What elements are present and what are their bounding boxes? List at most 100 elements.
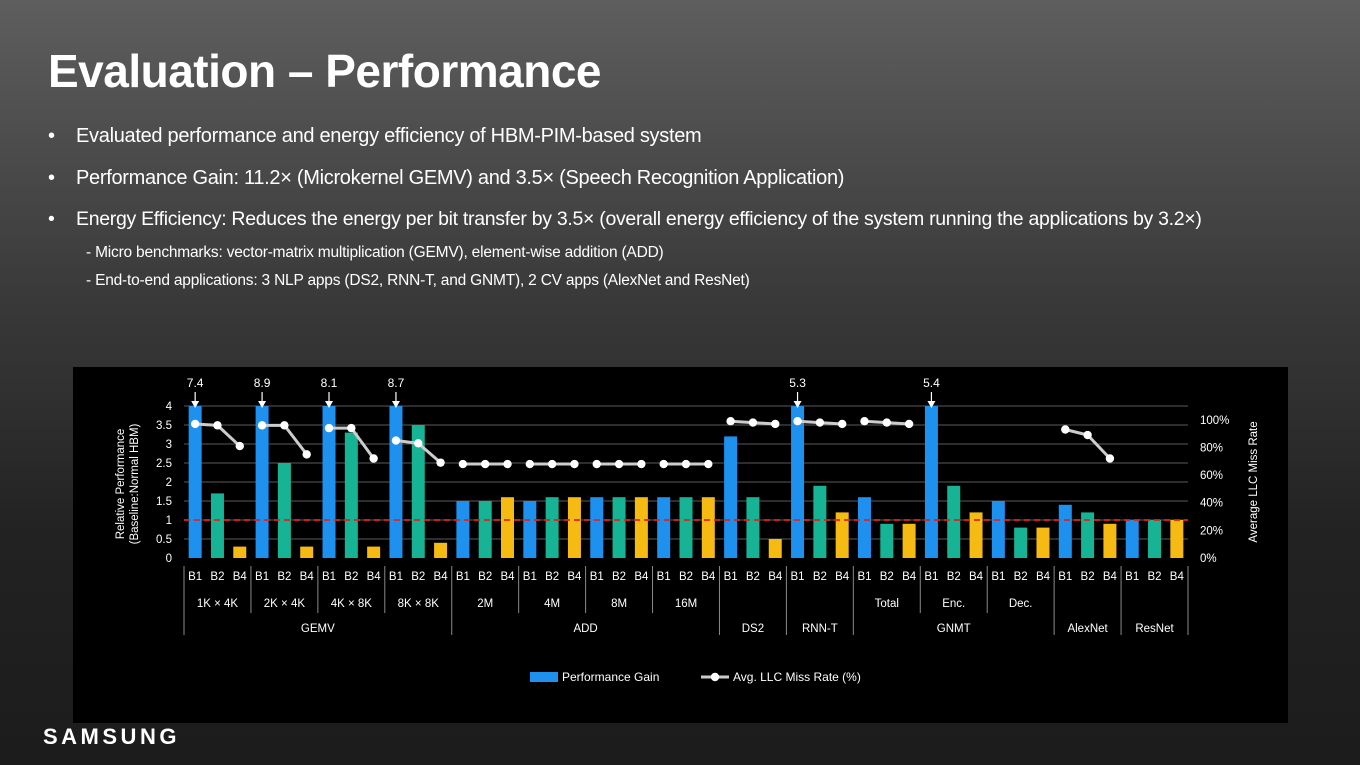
y-tick-label: 0.5 bbox=[156, 534, 172, 546]
bar-b1 bbox=[924, 406, 938, 558]
x-tick-label: B1 bbox=[791, 571, 805, 583]
x-category-group-label: GNMT bbox=[937, 623, 971, 635]
miss-rate-point bbox=[280, 421, 289, 430]
bar-b1 bbox=[857, 497, 871, 558]
y-tick-label: 3 bbox=[166, 439, 172, 451]
miss-rate-point bbox=[771, 419, 780, 429]
x-category-group-label: GEMV bbox=[301, 623, 335, 635]
x-tick-label: B4 bbox=[701, 571, 716, 583]
sub-bullet-2: - End-to-end applications: 3 NLP apps (D… bbox=[86, 272, 750, 289]
x-tick-label: B4 bbox=[835, 571, 850, 583]
x-group-label: 8M bbox=[611, 598, 627, 610]
bar-b2 bbox=[1081, 512, 1095, 558]
bar-b4 bbox=[969, 512, 983, 558]
x-group-label: 1K × 4K bbox=[197, 598, 239, 610]
x-tick-label: B2 bbox=[210, 571, 224, 583]
x-tick-label: B4 bbox=[1103, 571, 1118, 583]
bullet-2: • Performance Gain: 11.2× (Microkernel GE… bbox=[48, 167, 844, 190]
x-tick-label: B4 bbox=[567, 571, 582, 583]
miss-rate-point bbox=[815, 418, 825, 427]
miss-rate-point bbox=[614, 459, 624, 469]
x-tick-label: B2 bbox=[813, 571, 827, 583]
bar-b1 bbox=[791, 406, 805, 558]
miss-rate-point bbox=[436, 458, 445, 467]
bar-b2 bbox=[210, 493, 224, 558]
y2-tick-label: 100% bbox=[1200, 415, 1229, 427]
x-category-group-label: RNN-T bbox=[802, 623, 838, 635]
y-tick-label: 2 bbox=[166, 477, 172, 489]
bar-b4 bbox=[233, 546, 247, 558]
performance-chart: 00.511.522.533.540%20%40%60%80%100%Relat… bbox=[115, 376, 1260, 684]
miss-rate-point bbox=[414, 439, 423, 448]
x-tick-label: B2 bbox=[679, 571, 693, 583]
x-tick-label: B1 bbox=[991, 571, 1005, 583]
miss-rate-point bbox=[1061, 425, 1070, 434]
bar-b4 bbox=[1036, 527, 1050, 558]
x-tick-label: B2 bbox=[545, 571, 559, 583]
miss-rate-point bbox=[235, 441, 244, 451]
x-tick-label: B1 bbox=[590, 571, 604, 583]
overflow-value-label: 7.4 bbox=[187, 376, 204, 390]
miss-rate-point bbox=[1083, 430, 1092, 440]
miss-rate-point bbox=[213, 421, 222, 430]
bar-b2 bbox=[679, 497, 693, 558]
miss-rate-point bbox=[1105, 454, 1115, 463]
x-group-label: Enc. bbox=[942, 598, 965, 610]
bar-b2 bbox=[880, 523, 894, 558]
y-axis-label: Relative Performance (Baseline:Normal HBM… bbox=[115, 423, 141, 544]
x-tick-label: B1 bbox=[724, 571, 738, 583]
miss-rate-point bbox=[659, 459, 668, 469]
x-tick-label: B1 bbox=[389, 571, 403, 583]
x-tick-label: B4 bbox=[500, 571, 515, 583]
bar-b2 bbox=[1148, 520, 1162, 558]
miss-rate-point bbox=[704, 459, 713, 469]
overflow-arrow-head bbox=[793, 401, 802, 408]
bullet-1: • Evaluated performance and energy effici… bbox=[48, 125, 702, 148]
x-tick-label: B1 bbox=[1125, 571, 1139, 583]
bullet-3: • Energy Efficiency: Reduces the energy p… bbox=[48, 208, 1202, 231]
x-tick-label: B1 bbox=[1058, 571, 1072, 583]
legend-bar-swatch bbox=[530, 672, 558, 682]
x-tick-label: B1 bbox=[523, 571, 537, 583]
x-tick-label: B4 bbox=[367, 571, 382, 583]
bar-b1 bbox=[389, 406, 403, 558]
miss-rate-point bbox=[860, 417, 869, 426]
overflow-value-label: 8.1 bbox=[321, 376, 338, 390]
bar-b4 bbox=[1103, 523, 1117, 558]
x-tick-label: B4 bbox=[634, 571, 649, 583]
bar-b1 bbox=[1058, 504, 1072, 558]
miss-rate-point bbox=[748, 418, 758, 427]
bar-b4 bbox=[902, 523, 916, 558]
overflow-arrow-head bbox=[927, 401, 936, 408]
bar-b1 bbox=[523, 501, 537, 558]
y2-axis-label: Average LLC Miss Rate bbox=[1248, 421, 1260, 542]
overflow-arrow-head bbox=[325, 401, 334, 408]
x-tick-label: B2 bbox=[947, 571, 961, 583]
overflow-arrow-head bbox=[258, 401, 267, 408]
bullet-1-text: Evaluated performance and energy efficie… bbox=[76, 125, 702, 147]
bar-b2 bbox=[612, 497, 626, 558]
y2-tick-label: 20% bbox=[1200, 525, 1223, 537]
bar-b1 bbox=[456, 501, 470, 558]
miss-rate-line bbox=[262, 423, 308, 456]
overflow-value-label: 8.7 bbox=[388, 376, 405, 390]
x-category-group-label: ADD bbox=[573, 623, 597, 635]
bar-b1 bbox=[1125, 520, 1139, 558]
x-tick-label: B2 bbox=[746, 571, 760, 583]
bullet-dot: • bbox=[48, 167, 55, 189]
miss-rate-point bbox=[369, 454, 378, 463]
bar-b1 bbox=[188, 406, 202, 558]
x-tick-label: B2 bbox=[612, 571, 626, 583]
x-tick-label: B1 bbox=[857, 571, 871, 583]
miss-rate-point bbox=[190, 419, 200, 429]
x-group-label: 4M bbox=[544, 598, 560, 610]
x-tick-label: B4 bbox=[434, 571, 449, 583]
miss-rate-point bbox=[481, 459, 490, 469]
miss-rate-point bbox=[837, 419, 847, 429]
x-tick-label: B4 bbox=[233, 571, 248, 583]
bar-b4 bbox=[567, 497, 581, 558]
miss-rate-point bbox=[681, 459, 691, 469]
y-tick-label: 0 bbox=[166, 553, 172, 565]
x-tick-label: B2 bbox=[277, 571, 291, 583]
legend-line-marker bbox=[710, 672, 720, 682]
